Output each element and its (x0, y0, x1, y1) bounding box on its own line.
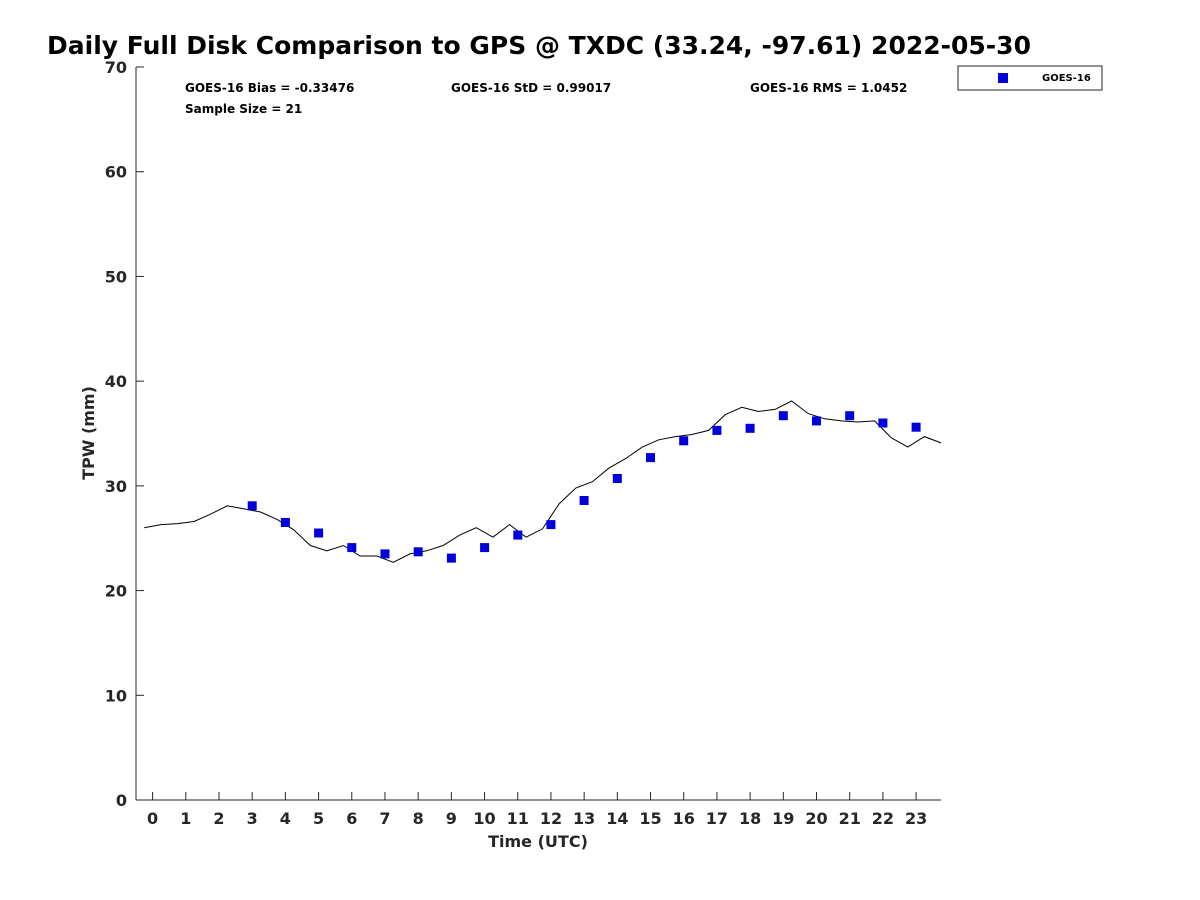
goes-16-point (347, 543, 357, 553)
x-tick-label: 2 (213, 809, 224, 828)
x-tick-label: 9 (446, 809, 457, 828)
series-layer (144, 400, 942, 563)
goes-16-point (612, 474, 622, 483)
goes-16-point (247, 501, 257, 511)
goes-16-point (314, 528, 324, 538)
goes-16-point (778, 411, 788, 421)
x-tick-label: 3 (247, 809, 258, 828)
goes-16-point (579, 496, 589, 505)
x-tick-label: 23 (905, 809, 927, 828)
gps-line (144, 400, 942, 563)
legend-box (957, 65, 1103, 91)
goes-16-point (679, 436, 689, 446)
goes-16-point (413, 547, 423, 557)
plot-frame (135, 67, 941, 801)
std-stat: GOES-16 StD = 0.99017 (451, 81, 611, 95)
x-tick-label: 18 (739, 809, 761, 828)
x-tick-label: 20 (805, 809, 827, 828)
y-tick-label: 70 (105, 58, 127, 77)
x-tick-label: 17 (706, 809, 728, 828)
goes-16-point (546, 520, 556, 530)
x-tick-label: 22 (872, 809, 894, 828)
y-tick-label: 20 (105, 582, 127, 601)
goes-16-point (446, 553, 456, 563)
y-tick-label: 30 (105, 477, 127, 496)
x-tick-label: 7 (379, 809, 390, 828)
goes-16-point (646, 453, 655, 463)
goes-16-point (745, 423, 755, 433)
y-tick-label: 40 (105, 372, 127, 391)
x-tick-label: 14 (606, 809, 628, 828)
goes-16-point (812, 416, 821, 426)
legend: GOES-16 (957, 65, 1103, 91)
y-tick-label: 0 (116, 791, 127, 810)
x-tick-label: 5 (313, 809, 324, 828)
goes-16-point (878, 418, 888, 428)
goes-16-point (513, 530, 523, 540)
x-tick-label: 15 (639, 809, 661, 828)
sample-size-stat: Sample Size = 21 (185, 102, 302, 116)
x-tick-label: 4 (280, 809, 291, 828)
x-tick-label: 11 (507, 809, 529, 828)
goes-16-point (380, 549, 390, 559)
x-tick-label: 16 (673, 809, 695, 828)
y-tick-label: 10 (105, 686, 127, 705)
goes-16-point (911, 422, 921, 432)
legend-label-goes-16: GOES-16 (1042, 73, 1091, 84)
x-tick-label: 1 (180, 809, 191, 828)
x-tick-label: 12 (540, 809, 562, 828)
goes-16-point (480, 543, 490, 553)
rms-stat: GOES-16 RMS = 1.0452 (750, 81, 907, 95)
y-axis-label: TPW (mm) (79, 386, 98, 480)
x-ticks: 0 1 2 3 4 5 6 7 8 9 10 11 12 13 14 15 16 17 18 19 20 21 22 23 (147, 792, 927, 828)
x-tick-label: 10 (473, 809, 495, 828)
goes-16-point (280, 518, 290, 527)
y-tick-label: 50 (105, 267, 127, 286)
x-tick-label: 19 (772, 809, 794, 828)
legend-marker-goes-16 (998, 73, 1008, 83)
y-tick-label: 60 (105, 163, 127, 182)
x-tick-label: 13 (573, 809, 595, 828)
x-tick-label: 21 (839, 809, 861, 828)
goes-16-point (845, 411, 855, 421)
goes-16-point (712, 425, 722, 435)
chart-title: Daily Full Disk Comparison to GPS @ TXDC… (47, 31, 1031, 60)
x-tick-label: 6 (346, 809, 357, 828)
x-tick-label: 8 (413, 809, 424, 828)
y-ticks: 0 10 20 30 40 50 60 70 (105, 58, 144, 810)
x-tick-label: 0 (147, 809, 158, 828)
x-axis-label: Time (UTC) (488, 832, 588, 851)
bias-stat: GOES-16 Bias = -0.33476 (185, 81, 354, 95)
